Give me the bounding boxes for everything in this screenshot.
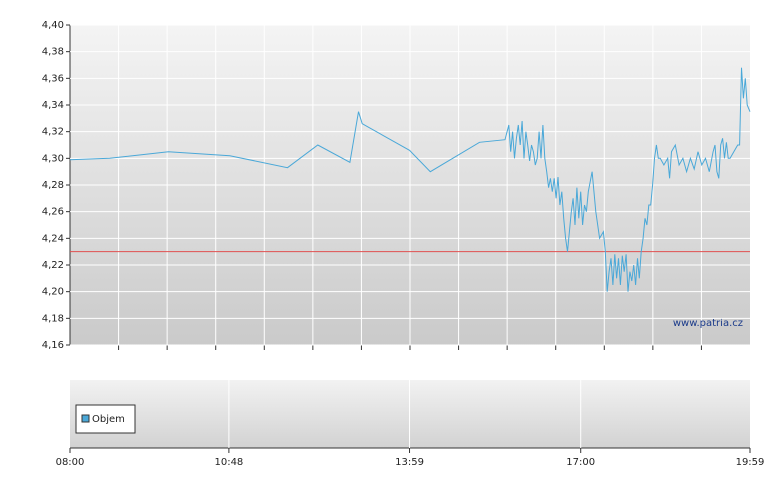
y-tick-label: 4,32 [42,127,64,138]
y-tick-label: 4,40 [42,20,64,31]
price-line [69,67,751,292]
y-tick-label: 4,20 [42,287,64,298]
y-tick-label: 4,30 [42,153,64,164]
y-tick-label: 4,18 [42,313,64,324]
y-tick-label: 4,34 [42,100,64,111]
y-tick-label: 4,16 [42,340,64,351]
y-tick-label: 4,28 [42,180,64,191]
y-tick-label: 4,26 [42,207,64,218]
y-tick-label: 4,24 [42,233,64,244]
legend-label: Objem [92,414,125,425]
legend-swatch [81,414,90,423]
x-tick-label: 13:59 [395,457,424,468]
y-tick-label: 4,38 [42,47,64,58]
x-tick-label: 08:00 [56,457,85,468]
y-tick-label: 4,22 [42,260,64,271]
x-tick-label: 10:48 [214,457,243,468]
x-tick-label: 17:00 [566,457,595,468]
x-tick-label: 19:59 [736,457,765,468]
y-tick-label: 4,36 [42,73,64,84]
watermark: www.patria.cz [673,318,743,329]
